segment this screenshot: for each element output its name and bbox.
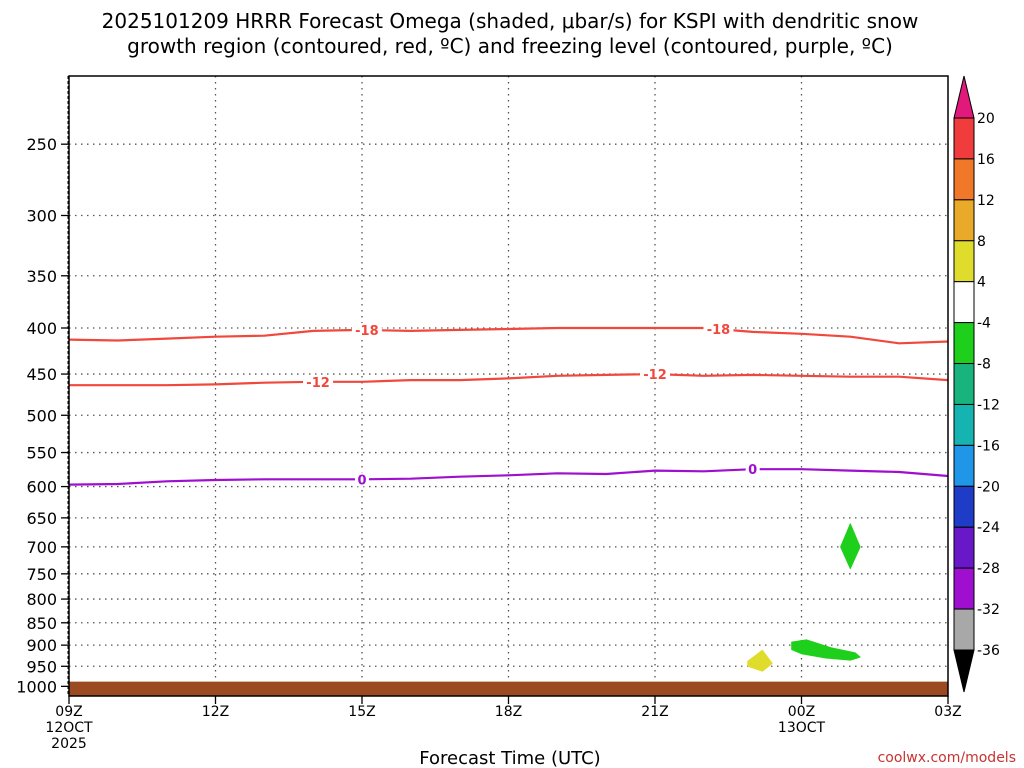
colorbar-segment bbox=[953, 403, 975, 446]
y-tick-label: 850 bbox=[26, 614, 57, 633]
x-axis-title: Forecast Time (UTC) bbox=[419, 748, 600, 768]
colorbar-label: 12 bbox=[977, 193, 995, 209]
colorbar-segment bbox=[953, 485, 975, 528]
y-tick-label: 300 bbox=[26, 206, 57, 225]
contour-label: -18 bbox=[355, 324, 379, 339]
colorbar-segment bbox=[953, 567, 975, 610]
credit-text: coolwx.com/models bbox=[878, 750, 1016, 766]
colorbar-segment bbox=[953, 117, 975, 160]
y-tick-label: 500 bbox=[26, 406, 57, 425]
y-tick-label: 400 bbox=[26, 319, 57, 338]
colorbar-label: -36 bbox=[977, 643, 1000, 659]
plot-background bbox=[69, 76, 948, 696]
contour-label: 0 bbox=[748, 463, 757, 478]
colorbar-label: 4 bbox=[977, 275, 986, 291]
omega-shading bbox=[747, 523, 861, 672]
contours: -18 -18 -12 -12 0 0 bbox=[68, 322, 949, 488]
y-tick-label: 350 bbox=[26, 267, 57, 286]
colorbar-segment bbox=[953, 444, 975, 487]
chart-title-line-1: 2025101209 HRRR Forecast Omega (shaded, … bbox=[102, 9, 919, 33]
colorbar-segment bbox=[953, 240, 975, 283]
colorbar-segment bbox=[953, 199, 975, 242]
x-tick-year: 2025 bbox=[51, 736, 87, 752]
y-tick-label: 700 bbox=[26, 538, 57, 557]
y-tick-label: 900 bbox=[26, 636, 57, 655]
x-tick-label: 00Z bbox=[788, 704, 815, 720]
colorbar-segment bbox=[953, 158, 975, 201]
x-tick-label: 03Z bbox=[934, 704, 961, 720]
y-tick-label: 650 bbox=[26, 509, 57, 528]
contour-label-bg bbox=[351, 323, 382, 338]
colorbar-label: -32 bbox=[977, 602, 1000, 618]
colorbar-label: -4 bbox=[977, 316, 991, 332]
y-tick-label: 800 bbox=[26, 590, 57, 609]
x-tick-label: 18Z bbox=[495, 704, 522, 720]
contour-label-bg bbox=[703, 322, 734, 337]
colorbar-segment bbox=[953, 608, 975, 651]
x-tick-date: 13OCT bbox=[778, 720, 826, 736]
contour-label: 0 bbox=[357, 473, 366, 488]
ground-surface bbox=[69, 681, 948, 696]
omega-region-3 bbox=[840, 523, 861, 570]
colorbar: 20 16 12 8 4 -4 -8 -12 -16 -20 -24 -28 -32 -36 bbox=[953, 75, 1000, 693]
omega-region-1 bbox=[747, 649, 773, 672]
ground-fill bbox=[69, 681, 948, 696]
colorbar-label: -20 bbox=[977, 479, 1000, 495]
colorbar-bottom-arrow bbox=[953, 649, 975, 693]
colorbar-top-arrow bbox=[953, 75, 975, 119]
contour-line--18 bbox=[68, 326, 949, 345]
y-tick-label: 250 bbox=[26, 135, 57, 154]
colorbar-label: -8 bbox=[977, 357, 991, 373]
contour-line-0 bbox=[68, 468, 949, 486]
x-tick-label: 12Z bbox=[202, 704, 229, 720]
colorbar-segment bbox=[953, 363, 975, 405]
y-tick-label: 950 bbox=[26, 657, 57, 676]
colorbar-label: -28 bbox=[977, 561, 1000, 577]
chart-title-line-2: growth region (contoured, red, ºC) and f… bbox=[127, 34, 893, 58]
y-tick-label: 550 bbox=[26, 444, 57, 463]
colorbar-label: -16 bbox=[977, 438, 1000, 454]
colorbar-label: 16 bbox=[977, 152, 995, 168]
y-tick-label: 750 bbox=[26, 565, 57, 584]
colorbar-label: 20 bbox=[977, 111, 995, 127]
colorbar-segment bbox=[953, 322, 975, 365]
contour-label-bg bbox=[355, 472, 369, 487]
y-tick-label: 1000 bbox=[16, 677, 57, 696]
plot-area bbox=[69, 76, 948, 696]
colorbar-segment bbox=[953, 526, 975, 569]
colorbar-label: -24 bbox=[977, 520, 1000, 536]
y-tick-label: 600 bbox=[26, 478, 57, 497]
colorbar-segment bbox=[953, 281, 975, 324]
contour-label: -12 bbox=[306, 376, 330, 391]
contour-label-bg bbox=[303, 374, 334, 389]
contour-label: -18 bbox=[707, 323, 731, 338]
x-tick-date: 12OCT bbox=[45, 720, 93, 736]
colorbar-label: 8 bbox=[977, 234, 986, 250]
x-tick-label: 15Z bbox=[348, 704, 375, 720]
x-tick-label: 09Z bbox=[55, 704, 82, 720]
x-tick-label: 21Z bbox=[641, 704, 668, 720]
contour-line--12 bbox=[69, 373, 949, 387]
contour-label: -12 bbox=[643, 368, 667, 383]
axes: 250 300 350 400 450 500 550 600 650 700 750 800 850 9… bbox=[16, 75, 962, 752]
omega-region-2 bbox=[791, 639, 861, 661]
y-tick-label: 450 bbox=[26, 365, 57, 384]
contour-label-bg bbox=[745, 462, 760, 477]
contour-label-bg bbox=[640, 367, 670, 382]
colorbar-label: -12 bbox=[977, 397, 1000, 413]
